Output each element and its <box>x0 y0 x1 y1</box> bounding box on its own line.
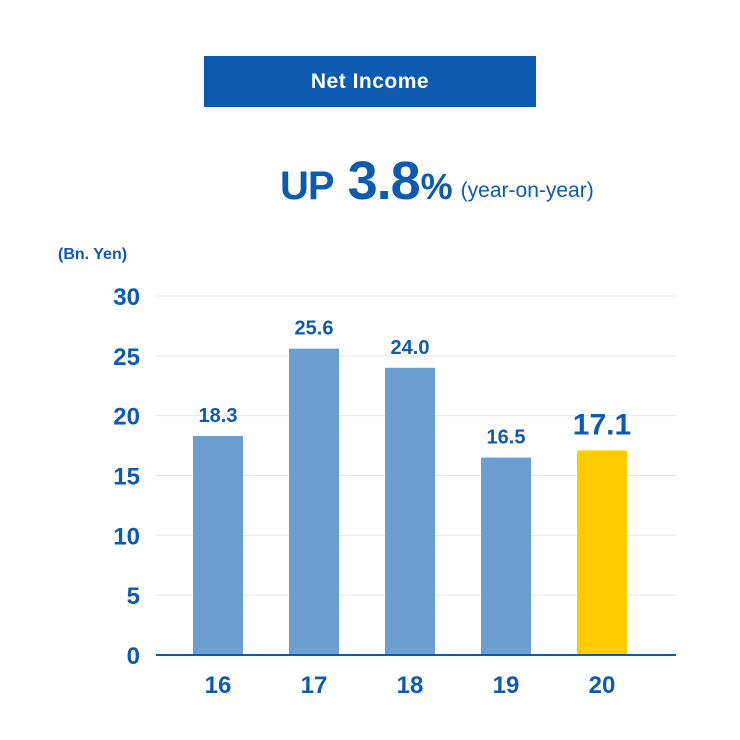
change-unit: % <box>420 166 453 207</box>
change-note: (year-on-year) <box>460 179 594 202</box>
y-tick-label: 0 <box>127 643 140 670</box>
bar-value-label: 25.6 <box>295 318 334 340</box>
x-tick-label: 16 <box>205 672 232 699</box>
chart-title-banner: Net Income <box>204 56 536 107</box>
chart-title: Net Income <box>310 69 430 93</box>
change-value: 3.8 <box>347 151 421 211</box>
up-label: UP <box>280 164 335 208</box>
x-tick-label: 18 <box>397 672 424 699</box>
y-tick-label: 30 <box>113 284 140 311</box>
x-tick-label: 17 <box>301 672 328 699</box>
bar-value-label: 16.5 <box>487 427 526 449</box>
bar-value-label: 18.3 <box>199 405 238 427</box>
y-tick-label: 15 <box>113 464 140 491</box>
bar <box>481 457 531 655</box>
y-tick-label: 20 <box>113 404 140 431</box>
y-axis-unit-label: (Bn. Yen) <box>58 246 128 263</box>
bar <box>193 436 243 655</box>
bar <box>385 367 435 655</box>
bar-highlight <box>577 450 627 655</box>
bar-value-label: 17.1 <box>573 408 631 441</box>
y-tick-label: 5 <box>127 583 140 610</box>
y-tick-label: 25 <box>113 344 140 371</box>
bar <box>289 348 339 655</box>
x-tick-label: 20 <box>589 672 616 699</box>
x-tick-label: 19 <box>493 672 520 699</box>
bars <box>193 348 627 655</box>
data-labels: 18.3 25.6 24.0 16.5 17.1 <box>199 318 632 449</box>
bar-value-label: 24.0 <box>391 337 430 359</box>
y-tick-label: 10 <box>113 523 140 550</box>
axes: 0 5 10 15 20 25 30 16 17 18 19 20 <box>113 284 676 699</box>
growth-headline: UP 3.8 % (year-on-year) <box>280 150 594 220</box>
